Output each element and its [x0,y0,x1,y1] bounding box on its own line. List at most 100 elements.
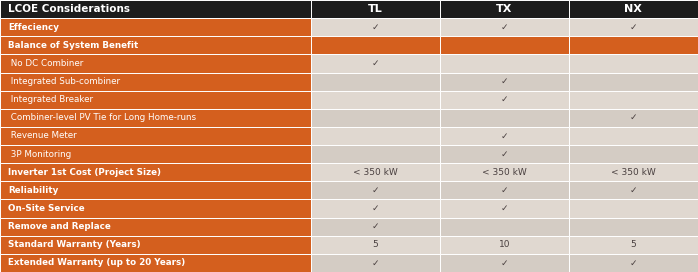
Text: 3P Monitoring: 3P Monitoring [8,150,72,159]
Bar [440,236,569,254]
Text: ✓: ✓ [630,113,637,122]
Text: ✓: ✓ [630,258,637,267]
Bar [311,109,440,127]
Bar [569,218,698,236]
Text: ✓: ✓ [371,23,379,32]
Bar [0,145,311,163]
Bar [0,18,311,36]
Bar [569,145,698,163]
Bar [311,254,440,272]
Bar [440,18,569,36]
Bar [311,145,440,163]
Bar [0,218,311,236]
Text: On-Site Service: On-Site Service [8,204,85,213]
Bar [0,0,311,18]
Bar [440,109,569,127]
Bar [0,199,311,218]
Bar [0,73,311,91]
Bar [440,36,569,54]
Bar [311,18,440,36]
Text: ✓: ✓ [630,186,637,195]
Bar [311,199,440,218]
Text: ✓: ✓ [371,186,379,195]
Text: Balance of System Benefit: Balance of System Benefit [8,41,139,50]
Bar [440,54,569,73]
Bar [0,91,311,109]
Bar [440,163,569,181]
Bar [569,127,698,145]
Text: 5: 5 [372,240,378,249]
Bar [569,254,698,272]
Bar [311,163,440,181]
Bar [311,218,440,236]
Text: ✓: ✓ [630,23,637,32]
Text: Remove and Replace: Remove and Replace [8,222,111,231]
Bar [569,73,698,91]
Bar [569,18,698,36]
Bar [440,254,569,272]
Bar [311,236,440,254]
Bar [569,54,698,73]
Bar [440,91,569,109]
Text: < 350 kW: < 350 kW [611,168,656,177]
Text: Combiner-level PV Tie for Long Home-runs: Combiner-level PV Tie for Long Home-runs [8,113,197,122]
Text: No DC Combiner: No DC Combiner [8,59,84,68]
Text: Integrated Breaker: Integrated Breaker [8,95,94,104]
Text: Inverter 1st Cost (Project Size): Inverter 1st Cost (Project Size) [8,168,161,177]
Bar [0,127,311,145]
Text: ✓: ✓ [500,131,508,141]
Text: Reliability: Reliability [8,186,59,195]
Text: ✓: ✓ [500,95,508,104]
Bar [0,36,311,54]
Text: LCOE Considerations: LCOE Considerations [8,4,131,14]
Bar [569,0,698,18]
Text: ✓: ✓ [371,258,379,267]
Text: ✓: ✓ [371,222,379,231]
Text: NX: NX [625,4,642,14]
Bar [0,254,311,272]
Text: Integrated Sub-combiner: Integrated Sub-combiner [8,77,121,86]
Text: ✓: ✓ [371,59,379,68]
Bar [311,127,440,145]
Text: Revenue Meter: Revenue Meter [8,131,77,141]
Bar [311,54,440,73]
Bar [569,163,698,181]
Text: Standard Warranty (Years): Standard Warranty (Years) [8,240,141,249]
Bar [0,109,311,127]
Bar [440,181,569,199]
Bar [569,36,698,54]
Text: < 350 kW: < 350 kW [352,168,398,177]
Bar [440,218,569,236]
Bar [569,181,698,199]
Bar [569,199,698,218]
Bar [440,0,569,18]
Bar [0,181,311,199]
Text: TL: TL [368,4,383,14]
Text: Extended Warranty (up to 20 Years): Extended Warranty (up to 20 Years) [8,258,186,267]
Bar [311,73,440,91]
Bar [0,54,311,73]
Text: ✓: ✓ [371,204,379,213]
Bar [440,199,569,218]
Bar [440,145,569,163]
Text: TX: TX [496,4,512,14]
Bar [0,236,311,254]
Text: Effeciency: Effeciency [8,23,59,32]
Bar [311,91,440,109]
Bar [569,91,698,109]
Text: ✓: ✓ [500,204,508,213]
Text: ✓: ✓ [500,77,508,86]
Text: ✓: ✓ [500,23,508,32]
Text: ✓: ✓ [500,258,508,267]
Bar [569,236,698,254]
Bar [311,0,440,18]
Bar [440,127,569,145]
Bar [440,73,569,91]
Text: 10: 10 [498,240,510,249]
Text: 5: 5 [630,240,637,249]
Bar [311,181,440,199]
Bar [311,36,440,54]
Text: ✓: ✓ [500,150,508,159]
Bar [0,163,311,181]
Text: ✓: ✓ [500,186,508,195]
